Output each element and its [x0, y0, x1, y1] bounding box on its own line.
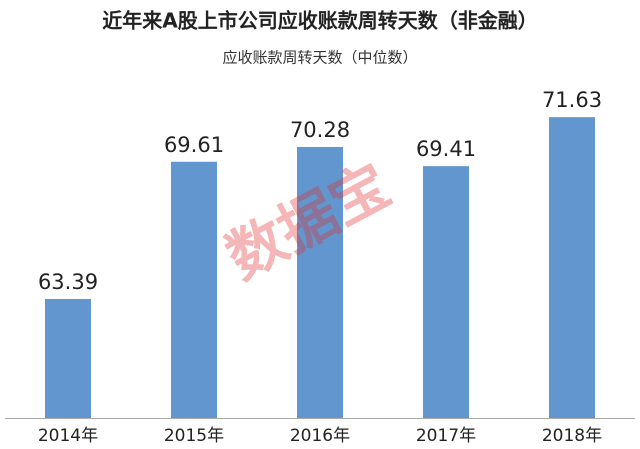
bar	[549, 117, 595, 418]
bar	[423, 166, 469, 418]
value-label: 69.61	[164, 133, 224, 157]
bar	[45, 299, 91, 418]
x-tick-label: 2015年	[164, 426, 224, 446]
value-label: 70.28	[290, 118, 350, 142]
value-label: 69.41	[416, 137, 476, 161]
bar	[171, 161, 217, 418]
x-tick-label: 2014年	[38, 426, 98, 446]
x-tick-label: 2017年	[416, 426, 476, 446]
chart-title: 近年来A股上市公司应收账款周转天数（非金融）	[102, 9, 537, 33]
bar	[297, 146, 343, 418]
x-tick-label: 2016年	[290, 426, 350, 446]
value-label: 63.39	[38, 270, 98, 294]
x-tick-label: 2018年	[542, 426, 602, 446]
value-label: 71.63	[542, 88, 602, 112]
chart-subtitle: 应收账款周转天数（中位数）	[222, 49, 417, 67]
